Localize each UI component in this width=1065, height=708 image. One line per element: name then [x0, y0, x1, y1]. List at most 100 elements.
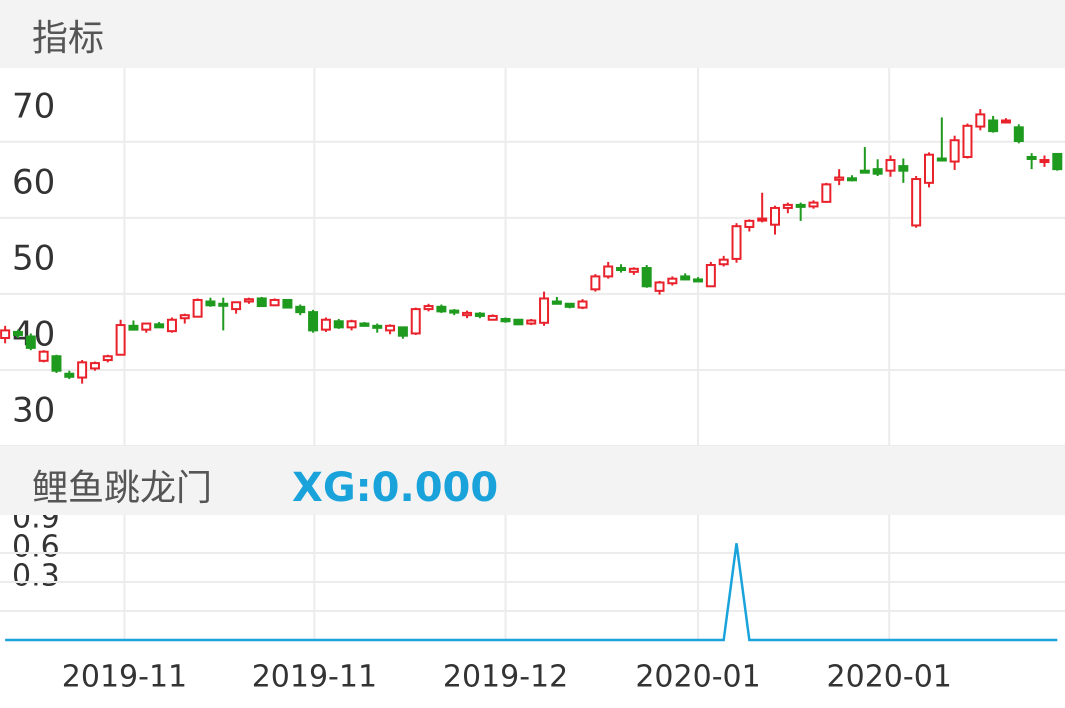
y-tick-label: 30 [12, 391, 55, 431]
candle-body [385, 324, 396, 332]
candle-body [372, 324, 383, 329]
candle-body [744, 219, 755, 228]
candle-body [77, 361, 88, 379]
y-tick-label: 0.3 [12, 559, 60, 594]
x-axis: 2019-11 2019-11 2019-12 2020-01 2020-01 [62, 660, 952, 695]
candle-body [0, 329, 11, 340]
candle-body [102, 355, 113, 362]
candle-body [359, 322, 370, 327]
candle-body [64, 372, 75, 378]
x-tick-label: 2020-01 [635, 660, 760, 695]
header-bar [0, 0, 1065, 68]
candle-body [923, 153, 934, 184]
candle-body [115, 324, 126, 356]
candle-body [988, 119, 999, 133]
candle-body [1000, 119, 1011, 124]
candle-body [410, 308, 421, 335]
y-tick-label: 0.6 [12, 530, 60, 565]
candle-body [911, 178, 922, 227]
candle-body [449, 309, 460, 314]
indicator-panel: 0.30.60.9 [0, 501, 1065, 642]
candle-body [628, 267, 639, 273]
candle-body [936, 157, 947, 162]
candle-body [192, 298, 203, 318]
candle-body [141, 322, 152, 331]
candle-body [282, 298, 293, 309]
candle-body [872, 168, 883, 175]
indicator-bar [0, 446, 1065, 515]
candle-body [423, 305, 434, 311]
candle-body [718, 258, 729, 266]
candle-body [166, 318, 177, 333]
candle-body [346, 320, 357, 329]
candle-body [51, 355, 62, 372]
candle-body [269, 298, 280, 307]
candle-body [205, 300, 216, 307]
candle-body [808, 201, 819, 208]
candle-body [834, 176, 845, 181]
candle-body [1052, 152, 1063, 171]
indicator-value: XG:0.000 [292, 465, 498, 511]
candle-body [231, 301, 242, 311]
candle-body [397, 326, 408, 337]
candle-body [616, 267, 627, 272]
candle-body [320, 318, 331, 331]
candle-body [89, 362, 100, 370]
candle-body [38, 350, 49, 362]
candle-body [551, 300, 562, 305]
x-tick-label: 2020-01 [827, 660, 952, 695]
candle-body [539, 297, 550, 324]
candle-body [154, 323, 165, 329]
candle-body [308, 311, 319, 332]
candle-body [847, 177, 857, 182]
y-tick-label: 50 [12, 238, 55, 278]
x-tick-label: 2019-11 [62, 660, 187, 695]
indicator-line [5, 543, 1058, 642]
candle-body [218, 302, 229, 307]
candle-body [462, 311, 473, 317]
candle-body [12, 330, 23, 336]
candle-body [256, 297, 267, 308]
candle-body [436, 305, 447, 313]
x-tick-label: 2019-12 [443, 660, 568, 695]
candle-body [770, 206, 781, 226]
candle-body [705, 263, 716, 288]
candle-body [782, 203, 793, 209]
candle-body [243, 298, 254, 303]
candle-body [757, 217, 768, 222]
candle-body [500, 317, 511, 323]
candle-body [693, 278, 704, 283]
panel-title: 指标 [32, 18, 104, 59]
candle-body [641, 267, 652, 288]
candle-body [1026, 155, 1037, 160]
candle-body [885, 159, 896, 172]
candle-body [564, 302, 575, 308]
candle-body [333, 320, 344, 329]
y-tick-label: 0.9 [12, 501, 60, 536]
candle-body [821, 183, 832, 203]
indicator-title: 鲤鱼跳龙门 [32, 468, 212, 509]
y-tick-label: 70 [12, 86, 55, 126]
candle-body [667, 277, 678, 285]
candle-body [25, 335, 36, 349]
candle-body [680, 275, 691, 281]
candle-body [731, 225, 742, 260]
x-tick-label: 2019-11 [252, 660, 377, 695]
candle-body [513, 318, 524, 326]
candle-body [975, 113, 986, 128]
candle-body [898, 165, 909, 172]
candle-body [128, 324, 139, 331]
candle-body [474, 312, 485, 317]
candle-body [603, 265, 614, 278]
candle-body [577, 300, 588, 309]
candle-body [1013, 126, 1024, 143]
candle-body [526, 319, 537, 325]
candle-body [962, 124, 973, 158]
candle-body [654, 281, 665, 292]
y-tick-label: 60 [12, 162, 55, 202]
candle-body [590, 275, 601, 291]
candle-body [1039, 159, 1050, 164]
